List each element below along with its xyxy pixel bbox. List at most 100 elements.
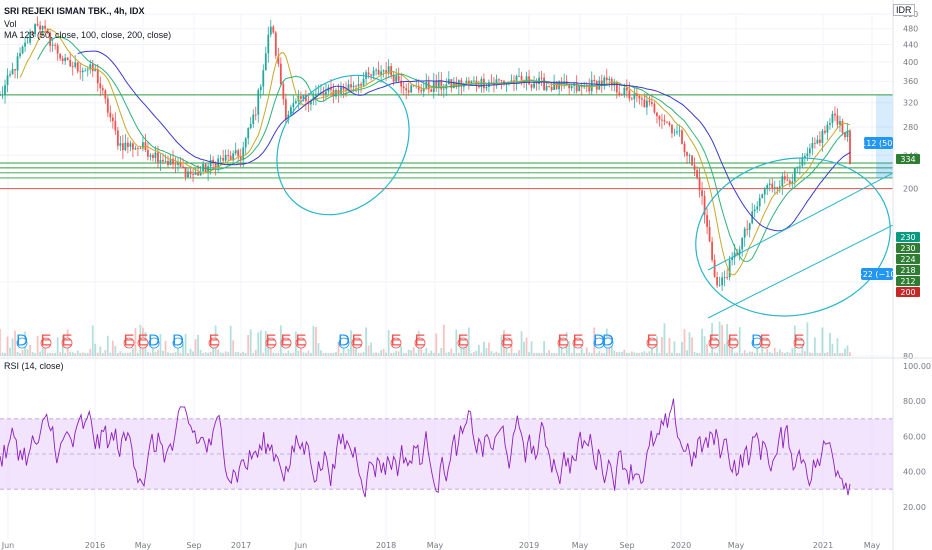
volume-bar <box>625 353 628 356</box>
rsi-line <box>0 398 851 498</box>
volume-bar <box>244 352 247 356</box>
volume-bar <box>432 352 435 356</box>
candle-body <box>640 98 643 100</box>
candles <box>0 16 851 291</box>
candle-body <box>410 85 413 93</box>
event-circle <box>727 337 739 349</box>
x-tick-label: 2019 <box>519 541 539 550</box>
event-label: D <box>172 333 184 350</box>
candle-body <box>184 166 187 178</box>
volume-bar <box>508 352 510 356</box>
candle-body <box>1 94 4 96</box>
earnings-marker: E <box>123 333 135 350</box>
volume-bar <box>114 346 117 356</box>
candle-body <box>498 79 500 81</box>
volume-bar <box>219 352 222 356</box>
volume-bar <box>488 342 490 356</box>
x-tick-label: May <box>135 541 152 550</box>
volume-bar <box>137 352 139 356</box>
candle-body <box>114 121 117 131</box>
candle-body <box>836 115 839 125</box>
volume-bar <box>513 352 515 356</box>
volume-bar <box>728 343 731 356</box>
volume-bar <box>663 323 666 356</box>
volume-bar <box>437 353 440 356</box>
price-tag: 334 <box>896 154 920 164</box>
x-tick-label: May <box>427 541 444 550</box>
candle-body <box>778 186 781 189</box>
candle-body <box>91 64 94 72</box>
volume-bar <box>766 349 769 356</box>
candle-body <box>259 86 262 91</box>
volume-bar <box>11 338 14 356</box>
volume-bar <box>520 331 523 356</box>
x-tick-label: 2020 <box>671 541 691 550</box>
volume-bar <box>478 344 480 356</box>
event-label: D <box>148 333 160 350</box>
candle-body <box>292 103 295 108</box>
volume-bar <box>116 352 119 356</box>
ma-legend: MA 123 (50, close, 100, close, 200, clos… <box>4 30 172 40</box>
volume-bar <box>345 353 347 356</box>
candle-body <box>761 194 764 199</box>
volume-bar <box>610 346 613 356</box>
x-tick-label: 2016 <box>85 541 105 550</box>
candle-body <box>282 84 285 100</box>
volume-bar <box>71 352 74 356</box>
candle-body <box>387 66 390 74</box>
candle-body <box>488 82 490 87</box>
volume-bar <box>119 351 122 356</box>
candle-body <box>164 161 167 162</box>
volume-bar <box>738 327 741 356</box>
event-label: E <box>794 333 805 350</box>
currency-badge[interactable]: IDR <box>893 4 915 16</box>
event-label: E <box>296 333 307 350</box>
volume-bar <box>252 352 255 356</box>
volume-bar <box>786 352 789 356</box>
price-tag: 230 <box>896 232 920 242</box>
candle-body <box>405 88 408 91</box>
volume-bar <box>9 347 11 356</box>
candle-body <box>187 171 189 178</box>
candle-body <box>816 139 819 144</box>
earnings-marker: E <box>572 333 584 350</box>
event-label: E <box>458 333 469 350</box>
candle-body <box>147 150 149 157</box>
candle-body <box>212 159 215 163</box>
event-label: D <box>16 333 28 350</box>
drawings[interactable] <box>250 49 906 334</box>
candle-body <box>116 130 119 146</box>
volume-bar <box>713 352 716 356</box>
candle-body <box>355 85 357 87</box>
candle-body <box>470 80 473 84</box>
event-label: E <box>209 333 220 350</box>
candle-body <box>16 56 19 71</box>
candle-body <box>289 107 292 115</box>
event-circle <box>61 337 73 349</box>
candle-body <box>703 195 706 216</box>
volume-bar <box>304 352 307 356</box>
candle-body <box>342 87 345 90</box>
candle-body <box>154 152 157 158</box>
volume-bar <box>483 341 485 356</box>
earnings-dividend-markers[interactable]: D E E E E D D E E E E D E E E E E E E DD E E E DE E <box>16 333 805 350</box>
candle-body <box>74 62 77 67</box>
candle-body <box>86 69 89 71</box>
event-circle <box>265 337 277 349</box>
volume-bar <box>841 352 844 356</box>
volume-bar <box>69 351 72 356</box>
volume-bar <box>41 347 44 356</box>
candle-body <box>540 77 543 79</box>
volume-bar <box>322 352 325 356</box>
price-tag-box <box>896 243 920 253</box>
event-label: E <box>138 333 149 350</box>
candle-body <box>21 46 24 54</box>
event-circle <box>501 337 513 349</box>
price-tag-label: 218 <box>900 266 915 275</box>
volume-bar <box>21 350 24 356</box>
volume-bar <box>427 353 430 356</box>
candle-body <box>771 183 774 189</box>
candle-body <box>442 88 445 90</box>
price-range-measure[interactable] <box>876 94 893 178</box>
